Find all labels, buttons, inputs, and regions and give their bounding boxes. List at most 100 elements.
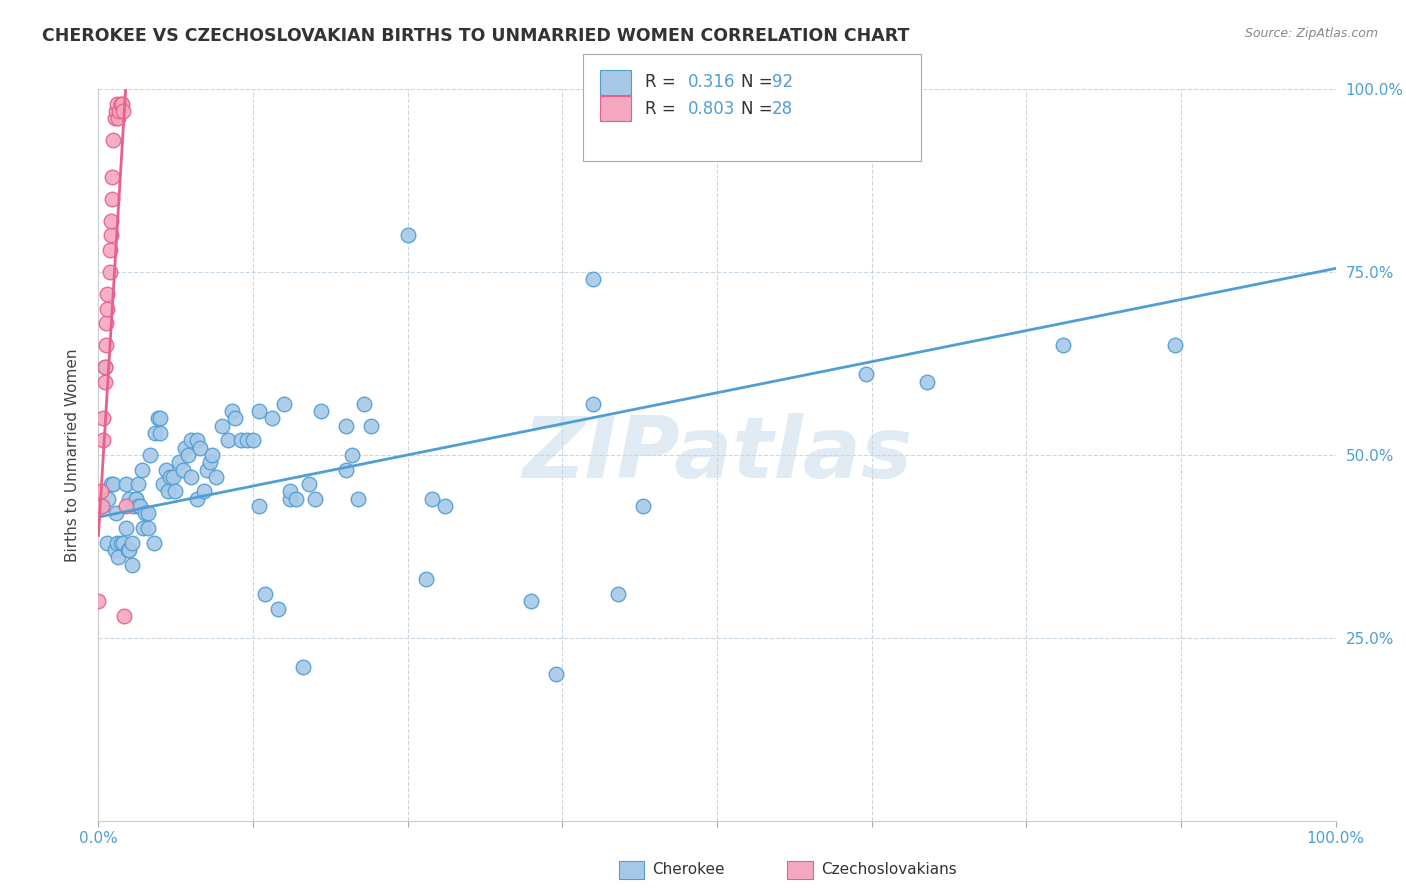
Point	[198, 455, 221, 469]
Point	[91, 499, 114, 513]
Point	[582, 397, 605, 411]
Point	[104, 104, 127, 119]
Point	[149, 411, 172, 425]
Point	[139, 448, 162, 462]
Point	[96, 287, 118, 301]
Point	[335, 418, 357, 433]
Point	[267, 601, 290, 615]
Point	[607, 587, 630, 601]
Point	[136, 521, 159, 535]
Point	[121, 558, 143, 572]
Text: N =: N =	[741, 100, 778, 118]
Point	[309, 404, 332, 418]
Point	[415, 572, 437, 586]
Point	[111, 96, 134, 111]
Point	[108, 104, 131, 119]
Point	[278, 484, 301, 499]
Point	[186, 434, 208, 448]
Point	[172, 462, 194, 476]
Point	[156, 484, 179, 499]
Point	[582, 272, 605, 286]
Text: R =: R =	[645, 73, 682, 91]
Point	[433, 499, 456, 513]
Point	[360, 418, 382, 433]
Point	[180, 470, 202, 484]
Point	[104, 507, 127, 521]
Point	[98, 265, 121, 279]
Point	[247, 499, 270, 513]
Point	[229, 434, 252, 448]
Point	[96, 535, 118, 549]
Point	[278, 491, 301, 506]
Point	[167, 455, 190, 469]
Point	[98, 243, 121, 257]
Text: Czechoslovakians: Czechoslovakians	[821, 863, 957, 877]
Point	[298, 477, 321, 491]
Text: CHEROKEE VS CZECHOSLOVAKIAN BIRTHS TO UNMARRIED WOMEN CORRELATION CHART: CHEROKEE VS CZECHOSLOVAKIAN BIRTHS TO UN…	[42, 27, 910, 45]
Point	[105, 96, 128, 111]
Point	[195, 462, 218, 476]
Point	[242, 434, 264, 448]
Point	[176, 448, 198, 462]
Point	[422, 491, 444, 506]
Point	[94, 316, 117, 330]
Text: Cherokee: Cherokee	[652, 863, 725, 877]
Point	[152, 477, 174, 491]
Point	[96, 301, 118, 316]
Point	[134, 507, 156, 521]
Point	[285, 491, 308, 506]
Point	[124, 491, 146, 506]
Text: 0.803: 0.803	[688, 100, 735, 118]
Point	[254, 587, 277, 601]
Text: ZIPatlas: ZIPatlas	[522, 413, 912, 497]
Point	[155, 462, 177, 476]
Point	[114, 477, 136, 491]
Point	[396, 228, 419, 243]
Point	[101, 192, 124, 206]
Point	[105, 535, 128, 549]
Point	[165, 484, 187, 499]
Point	[93, 360, 115, 375]
Point	[132, 521, 155, 535]
Point	[131, 462, 153, 476]
Point	[855, 368, 877, 382]
Point	[291, 660, 314, 674]
Point	[917, 375, 939, 389]
Text: 28: 28	[772, 100, 793, 118]
Point	[347, 491, 370, 506]
Point	[121, 535, 143, 549]
Point	[112, 535, 135, 549]
Point	[100, 214, 122, 228]
Point	[122, 499, 145, 513]
Text: N =: N =	[741, 73, 778, 91]
Point	[100, 477, 122, 491]
Text: R =: R =	[645, 100, 682, 118]
Point	[136, 507, 159, 521]
Point	[114, 521, 136, 535]
Point	[340, 448, 363, 462]
Point	[146, 411, 169, 425]
Point	[97, 491, 120, 506]
Point	[143, 535, 166, 549]
Point	[236, 434, 259, 448]
Point	[107, 112, 129, 126]
Point	[100, 228, 122, 243]
Point	[143, 425, 166, 440]
Point	[129, 499, 152, 513]
Point	[247, 404, 270, 418]
Point	[112, 104, 135, 119]
Point	[103, 133, 125, 147]
Point	[193, 484, 215, 499]
Point	[107, 550, 129, 565]
Point	[174, 441, 197, 455]
Point	[149, 425, 172, 440]
Point	[110, 96, 132, 111]
Point	[353, 397, 375, 411]
Point	[127, 499, 149, 513]
Point	[1164, 338, 1187, 352]
Point	[201, 448, 224, 462]
Point	[110, 535, 132, 549]
Point	[103, 112, 125, 126]
Point	[217, 434, 239, 448]
Point	[112, 608, 135, 623]
